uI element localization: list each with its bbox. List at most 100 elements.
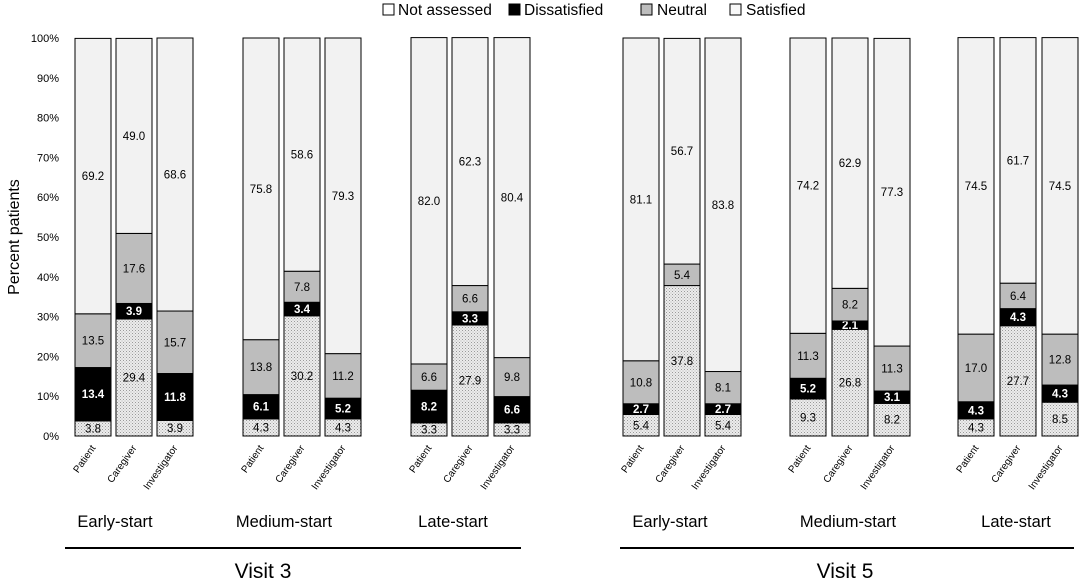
bar-value-label: 2.7: [715, 404, 731, 416]
bar-value-label: 62.3: [459, 157, 481, 169]
bar-stack: 30.2 3.4 7.8 58.6: [283, 37, 321, 437]
legend-swatch-satisfied: [729, 3, 742, 16]
category-label: Investigator: [690, 443, 729, 492]
bar-value-label: 3.8: [85, 423, 101, 435]
bar-stack: 3.3 8.2 6.6 82.0: [410, 37, 448, 437]
bar-stack: 8.2 3.1 11.3 77.3: [873, 37, 911, 437]
bar-stack: 29.4 3.9 17.6 49.0: [115, 37, 153, 437]
legend-swatch-dissatisfied: [508, 3, 521, 16]
bar-segment-not-assessed: [789, 37, 827, 334]
bar-value-label: 4.3: [1052, 389, 1068, 401]
bar-value-label: 8.1: [715, 383, 731, 395]
bars: 3.8 13.4 13.5 69.2 29.4 3.9 17.6 49.0 3.9 11.8 15.…: [74, 37, 1079, 437]
bar-value-label: 56.7: [671, 146, 693, 158]
bar-value-label: 74.2: [797, 181, 819, 193]
bar-value-label: 13.4: [82, 389, 105, 401]
bar-segment-not-assessed: [663, 37, 701, 265]
category-label: Caregiver: [654, 443, 688, 485]
bar-stack: 26.8 2.1 8.2 62.9: [831, 37, 869, 437]
bar-value-label: 5.4: [715, 420, 732, 432]
bar-segment-neutral: [156, 310, 194, 375]
y-tick-label: 30%: [37, 312, 59, 324]
legend-label-dissatisfied: Dissatisfied: [524, 2, 603, 19]
bar-stack: 27.9 3.3 6.6 62.3: [451, 37, 489, 437]
bar-stack: 3.9 11.8 15.7 68.6: [156, 37, 194, 437]
bar-segment-not-assessed: [704, 37, 742, 373]
bar-value-label: 9.3: [800, 412, 816, 424]
group-label: Early-start: [77, 513, 153, 531]
bar-value-label: 13.5: [82, 336, 104, 348]
bar-stack: 5.4 2.7 8.1 83.8: [704, 37, 742, 437]
bar-value-label: 3.9: [167, 423, 183, 435]
bar-segment-neutral: [831, 287, 869, 322]
category-label: Patient: [620, 443, 647, 475]
bar-value-label: 6.6: [421, 372, 437, 384]
bar-stack: 4.3 5.2 11.2 79.3: [324, 37, 362, 437]
bar-value-label: 27.7: [1007, 376, 1029, 388]
bar-stack: 4.3 4.3 17.0 74.5: [957, 37, 995, 437]
bar-stack: 37.8 5.4 56.7: [663, 37, 701, 437]
bar-value-label: 17.0: [965, 363, 987, 375]
y-tick-label: 100%: [31, 33, 59, 45]
category-label: Patient: [72, 443, 99, 475]
y-tick-label: 40%: [37, 272, 59, 284]
bar-segment-not-assessed: [451, 37, 489, 287]
bar-value-label: 30.2: [291, 371, 313, 383]
bar-segment-not-assessed: [831, 37, 869, 289]
bar-value-label: 6.4: [1010, 291, 1027, 303]
group-label: Late-start: [418, 513, 488, 531]
bar-value-label: 11.3: [797, 351, 819, 363]
category-label: Caregiver: [274, 443, 308, 485]
bar-value-label: 80.4: [501, 193, 524, 205]
bar-stack: 3.3 6.6 9.8 80.4: [493, 37, 531, 437]
bar-segment-neutral: [115, 232, 153, 304]
bar-value-label: 5.4: [674, 270, 691, 282]
bar-value-label: 3.3: [462, 313, 478, 325]
bar-value-label: 82.0: [418, 196, 440, 208]
y-axis-label: Percent patients: [6, 179, 23, 295]
bar-segment-satisfied: [999, 325, 1037, 437]
bar-value-label: 79.3: [332, 191, 354, 203]
bar-value-label: 8.2: [842, 300, 858, 312]
bar-segment-satisfied: [115, 318, 153, 437]
bar-segment-not-assessed: [242, 37, 280, 341]
bar-segment-neutral: [451, 285, 489, 313]
bar-segment-dissatisfied: [493, 396, 531, 424]
bar-value-label: 13.8: [250, 362, 272, 374]
group-labels: Early-start Medium-start Late-start Visit 3…: [65, 513, 1074, 583]
category-label: Investigator: [479, 443, 518, 492]
bar-value-label: 11.2: [332, 371, 354, 383]
group-label: Early-start: [632, 513, 708, 531]
category-label: Patient: [240, 443, 267, 475]
bar-value-label: 4.3: [335, 422, 351, 434]
group-label: Medium-start: [236, 513, 333, 531]
bar-segment-neutral: [283, 270, 321, 303]
bar-value-label: 3.1: [884, 392, 901, 404]
bar-value-label: 26.8: [839, 378, 861, 390]
bar-segment-not-assessed: [873, 37, 911, 347]
bar-value-label: 4.3: [968, 405, 984, 417]
bar-value-label: 12.8: [1049, 355, 1071, 367]
bar-segment-not-assessed: [999, 37, 1037, 284]
category-label: Patient: [408, 443, 435, 475]
bar-stack: 27.7 4.3 6.4 61.7: [999, 37, 1037, 437]
category-label: Caregiver: [442, 443, 476, 485]
bar-segment-satisfied: [451, 324, 489, 437]
bar-segment-neutral: [622, 360, 660, 405]
bar-value-label: 8.5: [1052, 414, 1068, 426]
bar-value-label: 37.8: [671, 356, 693, 368]
bar-value-label: 9.8: [504, 372, 520, 384]
bar-segment-not-assessed: [115, 37, 153, 234]
bar-value-label: 10.8: [630, 377, 652, 389]
bar-value-label: 4.3: [1010, 312, 1026, 324]
category-label: Investigator: [310, 443, 349, 492]
bar-segment-neutral: [957, 333, 995, 403]
bar-value-label: 83.8: [712, 200, 734, 212]
bar-value-label: 6.1: [253, 402, 270, 414]
bar-value-label: 6.6: [504, 405, 520, 417]
legend-label-neutral: Neutral: [657, 2, 707, 19]
bar-value-label: 2.7: [633, 404, 649, 416]
bar-segment-satisfied: [283, 315, 321, 437]
bar-value-label: 3.3: [421, 424, 437, 436]
